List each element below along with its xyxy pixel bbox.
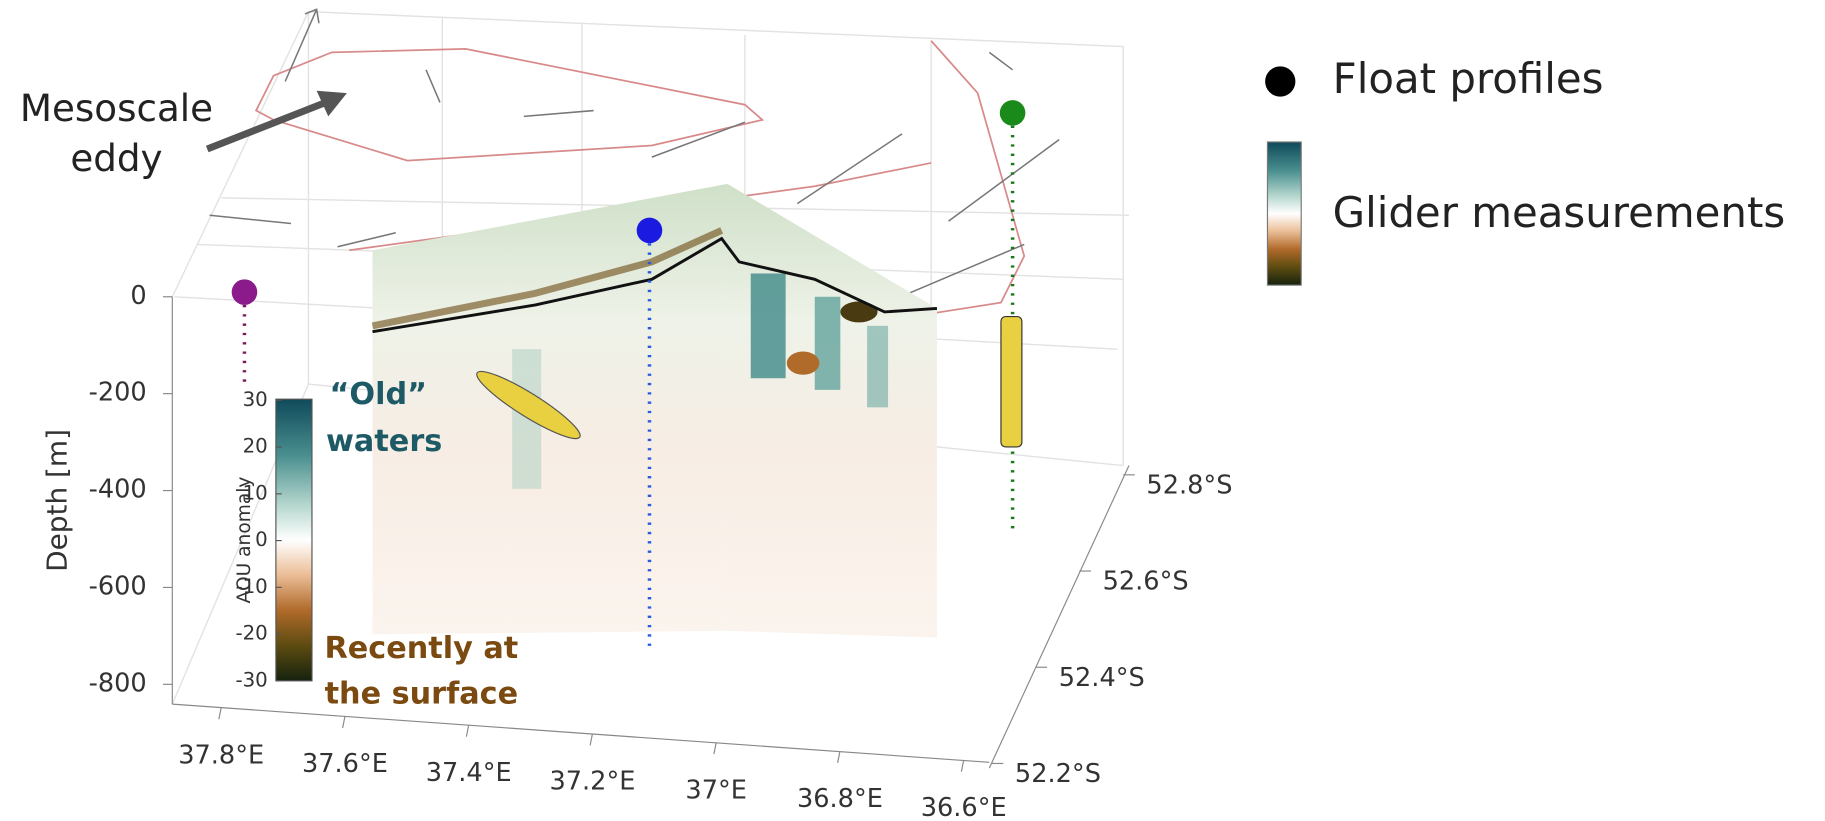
colorbar-label: AOU anomaly [234,477,255,604]
x-tick-label: 37.2°E [549,767,635,797]
colorbar-tick-label: -30 [235,668,267,691]
annotation: waters [326,424,442,459]
x-tick-label: 36.6°E [921,793,1007,817]
annotation: eddy [70,136,162,180]
colorbar-tick-label: 20 [243,435,268,458]
y-tick-label: 52.4°S [1059,663,1145,693]
legend-label: Glider measurements [1333,188,1786,237]
x-tick [589,733,594,746]
y-tick-label: 52.6°S [1103,567,1189,597]
legend-colorbar [1266,141,1302,286]
legend-marker [1265,66,1296,97]
colorbar [275,398,313,682]
x-axis [172,703,990,763]
x-tick-label: 37.8°E [178,740,264,770]
z-tick-label: -600 [89,571,147,601]
y-axis [988,465,1130,769]
eddy-arrow [205,99,328,153]
y-tick-label: 52.8°S [1146,470,1232,500]
x-tick [713,742,717,755]
annotation: Mesoscale [20,86,213,130]
annotation: Recently at [324,631,518,666]
z-tick-label: -200 [89,378,147,408]
eddy-arrowhead [316,90,347,117]
floats [231,100,1026,646]
x-tick-label: 36.8°E [797,784,883,814]
x-tick [342,716,346,729]
x-tick [960,759,965,772]
z-tick-label: 0 [130,281,146,311]
glider-section [371,183,938,638]
annotation: “Old” [330,377,428,412]
colorbar-tick-label: 0 [255,528,268,551]
legend-label: Float profiles [1333,54,1604,103]
z-tick-label: -800 [89,668,147,698]
annotation: the surface [325,676,519,711]
x-tick-label: 37°E [685,775,747,805]
colorbar-tick-label: 10 [243,481,268,504]
x-tick [837,751,841,763]
z-tick-label: -400 [89,475,147,505]
colorbar-tick-label: -20 [235,622,267,645]
y-tick-label: 52.2°S [1015,759,1101,789]
x-tick-label: 37.6°E [302,749,388,779]
z-axis-label: Depth [m] [40,429,73,572]
colorbar-tick-label: 30 [243,388,268,411]
x-tick-label: 37.4°E [426,758,512,788]
x-tick [465,724,470,737]
colorbar-tick-label: -10 [235,575,267,598]
x-tick [218,707,222,720]
